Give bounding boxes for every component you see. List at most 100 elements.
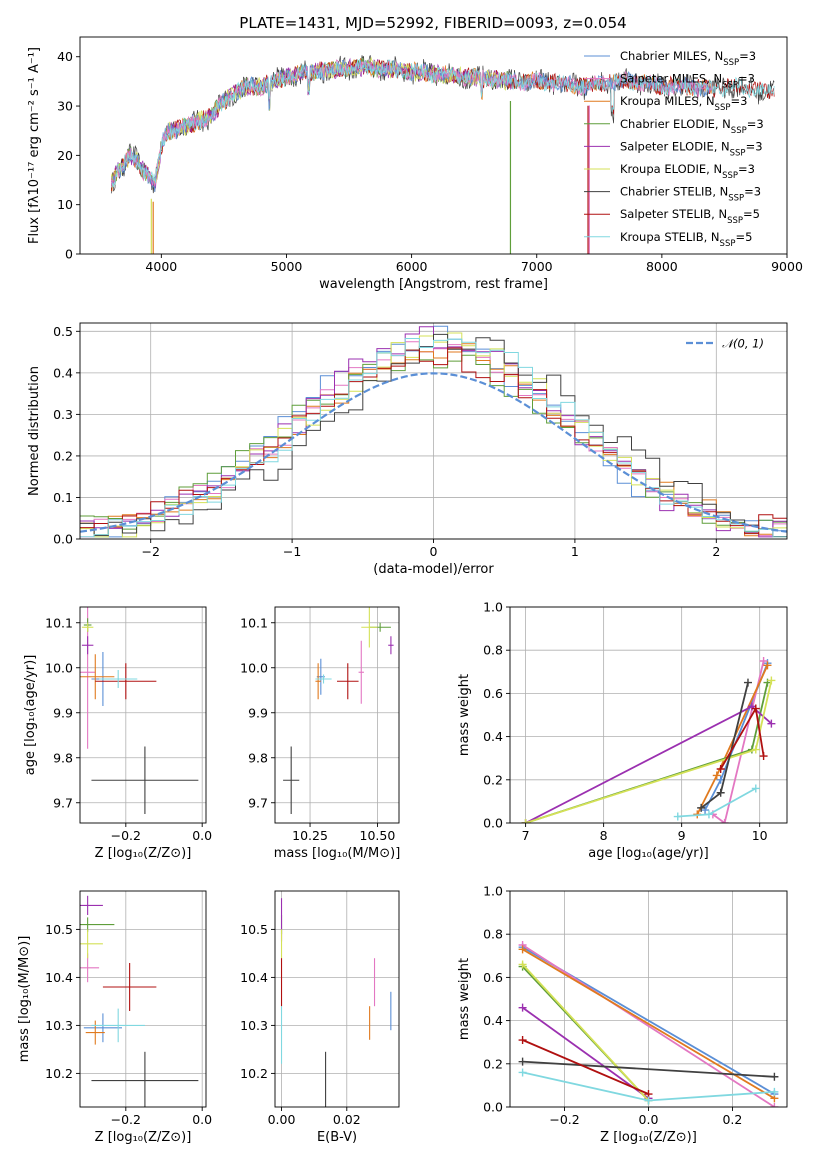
residuals-panel: −2 −1 0 1 2 0.0 0.1 0.2 0.3 0.4 0.5 (data-model)/er… [27,322,788,577]
legend-entry-subscript: SSP [723,58,739,68]
y-tick-label: 9.7 [248,795,268,810]
legend-entry-subscript: SSP [727,216,743,226]
weight_vs_age-frame [509,606,788,824]
spectrum-plot-area [110,55,775,254]
mass-weight-point [770,1072,779,1081]
x-tick-label: 7000 [521,259,553,274]
y-tick-label: 0.2 [483,772,503,787]
age_vs_Z-panel: −0.2 0.0 9.7 9.8 9.9 10.0 10.1 Z [log₁₀(Z/Z⊙)] a… [23,606,212,861]
y-tick-label: 10.3 [45,1018,73,1033]
weight_vs_Z-plot-area [518,941,779,1107]
residuals-legend: 𝒩(0, 1) [686,337,764,351]
mass-weight-line [521,963,650,1102]
y-tick-label: 10 [57,197,73,212]
age_vs_mass-frame [274,606,400,824]
residuals-plot-area [80,325,787,538]
x-axis-label: Z [log₁₀(Z/Z⊙)] [95,846,192,861]
mass_vs_ebv-panel: 0.00 0.02 10.2 10.3 10.4 10.5 E(B-V) [240,890,400,1145]
mass-weight-point [763,661,772,670]
mass-weight-point [704,810,713,819]
x-tick-label: 0.00 [268,1112,296,1127]
y-tick-label: 0.2 [53,448,73,463]
y-tick-label: 9.8 [53,750,73,765]
histogram-step [80,347,787,535]
y-tick-label: 1.0 [483,600,503,615]
mass-weight-point [751,704,760,713]
mass-weight-point [759,657,768,665]
mass-weight-line [719,705,765,770]
y-tick-label: 10.5 [240,922,268,937]
y-tick-label: 0.4 [483,729,503,744]
y-tick-label: 0.6 [483,686,503,701]
y-tick-label: 9.7 [53,795,73,810]
age_vs_Z-plot-area [80,607,199,814]
y-tick-label: 0.8 [483,643,503,658]
x-tick-label: −2 [141,544,159,559]
x-tick-label: −0.2 [111,1112,141,1127]
mass-weight-point [716,788,725,797]
legend-entry-count: =3 [747,117,764,131]
x-tick-label: 0.2 [722,1112,742,1127]
mass-weight-line [525,705,772,823]
legend-entry-subscript: SSP [722,81,738,91]
legend-entry-subscript: SSP [715,103,731,113]
mass-weight-line [522,944,775,1107]
mass-weight-point [720,819,729,823]
x-tick-label: 8000 [646,259,678,274]
x-tick-label: 10.50 [360,828,396,843]
mass-weight-point [716,765,725,773]
mass-weight-line [522,1039,649,1095]
x-tick-label: −1 [283,544,301,559]
y-tick-label: 0.0 [483,816,503,831]
x-tick-label: 2 [712,544,720,559]
mass_vs_Z-panel: −0.2 0.0 10.2 10.3 10.4 10.5 Z [log₁₀(Z/Z⊙)] ma… [17,890,212,1145]
legend-entry: Kroupa ELODIE, NSSP=3 [620,162,755,181]
mass-weight-point [518,1036,527,1045]
y-tick-label: 10.3 [240,1018,268,1033]
legend-entry: Kroupa STELIB, NSSP=5 [620,230,752,249]
x-tick-label: 0.0 [192,1112,212,1127]
y-axis-label: age [log₁₀(age/yr)] [23,655,38,776]
mass-weight-line [700,682,749,809]
legend-entry-count: =3 [738,162,755,176]
y-tick-label: 10.4 [240,970,268,985]
x-tick-label: 1 [571,544,579,559]
mass-weight-line [712,660,765,823]
x-axis-label: E(B-V) [317,1130,357,1145]
y-tick-label: 0.8 [483,927,503,942]
y-axis-label: mass weight [457,958,472,1040]
figure-title: PLATE=1431, MJD=52992, FIBERID=0093, z=0… [239,14,626,32]
histogram-step [80,343,787,538]
spectrum-line [110,59,713,188]
y-tick-label: 10.0 [45,660,73,675]
y-tick-label: 0.1 [53,490,73,505]
y-tick-label: 0.0 [483,1100,503,1115]
spectrum-line [111,59,775,188]
y-tick-label: 0.5 [53,324,73,339]
legend-entry: Chabrier STELIB, NSSP=3 [620,185,761,204]
x-tick-label: 10 [752,828,768,843]
mass-weight-point [759,752,768,761]
mass_vs_Z-plot-area [80,895,199,1107]
legend-entry: Chabrier ELODIE, NSSP=3 [620,117,764,136]
x-tick-label: 0.02 [333,1112,361,1127]
legend-entry-subscript: SSP [731,126,747,136]
legend-entry-count: =3 [744,185,761,199]
mass-weight-point [644,1096,653,1105]
x-tick-label: 10.25 [292,828,328,843]
mass_vs_Z-frame [79,890,207,1108]
legend-entry-count: =3 [730,94,747,108]
x-tick-label: 6000 [396,259,428,274]
legend-entry-count: =3 [739,49,756,63]
gaussian-curve [80,372,787,533]
mass-weight-point [697,803,706,812]
x-tick-label: 8 [600,828,608,843]
spectrum-frame [79,36,788,255]
mass_vs_ebv-plot-area [280,898,392,1107]
legend-entry-count: =5 [743,207,760,221]
legend-entry: Chabrier MILES, NSSP=3 [620,49,756,68]
weight_vs_age-panel: 7 8 9 10 0.0 0.2 0.4 0.6 0.8 1.0 age [log₁₀(age/yr… [457,600,788,861]
x-axis-label: Z [log₁₀(Z/Z⊙)] [95,1130,192,1145]
x-tick-label: 0.0 [192,828,212,843]
